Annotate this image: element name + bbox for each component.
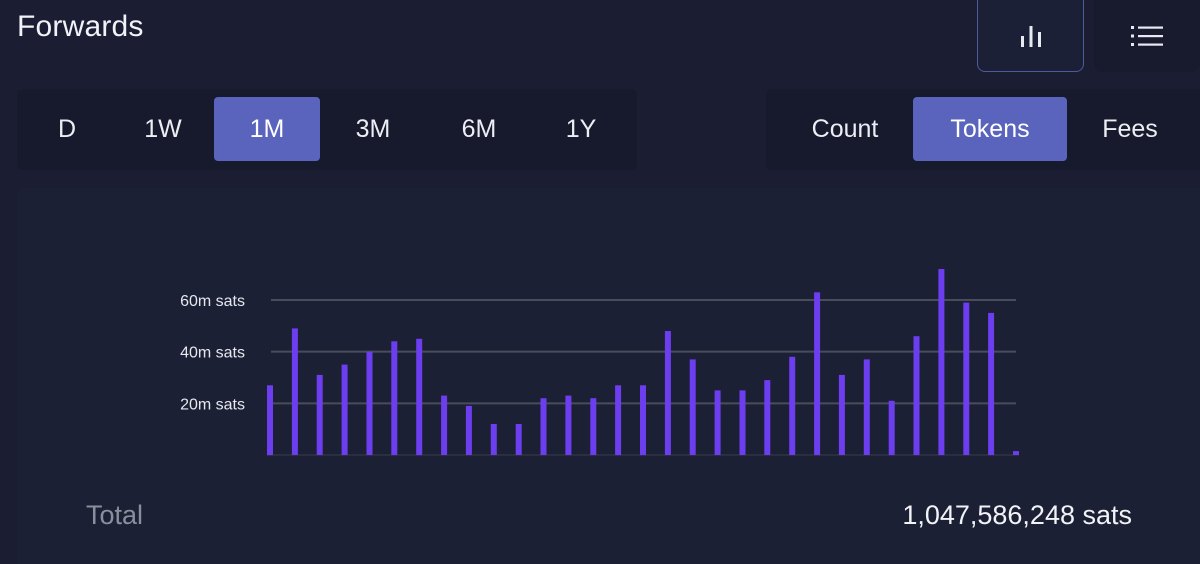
bar-15[interactable] [615,385,622,456]
metric-tab-tokens[interactable]: Tokens [913,97,1067,161]
bar-1[interactable] [267,385,273,456]
bar-16[interactable] [640,385,646,456]
y-tick-label: 40m sats [180,345,245,362]
period-tab-6m[interactable]: 6M [461,114,497,143]
bar-12[interactable] [540,398,547,455]
bar-4[interactable] [341,364,348,455]
bar-30[interactable] [988,312,995,455]
period-selector: D 1W 1M 3M 6M 1Y [17,89,637,170]
list-view-button[interactable] [1094,0,1200,72]
bar-19[interactable] [714,390,721,455]
bar-7[interactable] [416,338,423,456]
y-tick-label: 60m sats [180,293,245,310]
period-tab-3m[interactable]: 3M [355,114,391,143]
bar-8[interactable] [441,395,448,455]
metric-selector: Count Tokens Fees [766,89,1200,170]
bar-14[interactable] [590,398,597,455]
bar-9[interactable] [465,405,472,455]
bar-3[interactable] [316,374,323,455]
bar-6[interactable] [391,341,398,455]
bar-23[interactable] [814,292,821,456]
metric-tab-fees[interactable]: Fees [1102,114,1158,143]
bar-chart-icon [1020,25,1041,47]
list-icon [1131,26,1163,46]
bar-29[interactable] [963,302,970,455]
bar-18[interactable] [689,359,696,455]
period-tab-1y[interactable]: 1Y [565,114,597,143]
bar-22[interactable] [789,356,796,455]
y-tick-label: 20m sats [180,396,245,413]
bar-31[interactable] [1013,451,1019,455]
metric-tab-count[interactable]: Count [811,114,879,143]
bar-2[interactable] [291,328,298,455]
bar-24[interactable] [838,374,845,455]
chart-panel [17,188,1200,564]
bar-10[interactable] [490,424,497,455]
bar-11[interactable] [515,424,522,455]
bar-21[interactable] [764,380,771,455]
bar-13[interactable] [565,395,572,455]
period-tab-1m[interactable]: 1M [214,97,320,161]
bar-5[interactable] [366,351,373,455]
period-tab-1w[interactable]: 1W [144,114,182,143]
chart-view-button[interactable] [977,0,1084,72]
bar-27[interactable] [913,336,920,455]
bar-20[interactable] [739,390,746,455]
total-label: Total [86,500,144,530]
page-title: Forwards [17,10,144,43]
bar-26[interactable] [888,400,895,456]
bar-17[interactable] [664,331,671,455]
bar-28[interactable] [938,269,945,455]
period-tab-d[interactable]: D [57,114,77,143]
bar-25[interactable] [863,359,870,455]
total-value: 1,047,586,248 sats [902,500,1132,530]
